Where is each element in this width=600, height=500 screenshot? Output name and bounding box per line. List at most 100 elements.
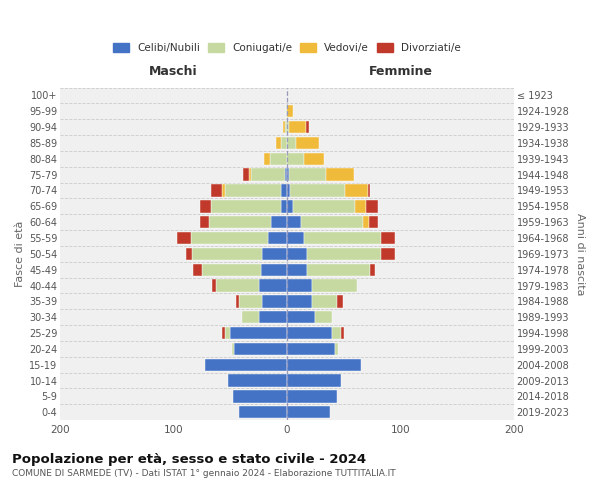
Bar [270,152,287,165]
Bar [262,295,287,308]
Bar [192,248,262,260]
Bar [287,216,301,228]
Bar [186,248,192,260]
Bar [287,232,304,244]
Bar [223,184,225,196]
Bar [259,280,287,291]
Bar [205,358,287,371]
Bar [286,105,287,118]
Bar [223,327,225,339]
Bar [290,184,345,196]
Bar [287,184,290,196]
Bar [209,216,271,228]
Bar [287,200,293,212]
Bar [191,232,268,244]
Bar [293,200,355,212]
Bar [301,216,363,228]
Bar [236,295,239,308]
Bar [287,406,330,418]
Bar [304,152,325,165]
Bar [326,168,354,181]
Bar [202,264,261,276]
Bar [381,248,395,260]
Bar [271,216,287,228]
Bar [341,327,344,339]
Bar [261,264,287,276]
Bar [312,295,337,308]
Bar [281,184,287,196]
Bar [259,311,287,324]
Bar [215,280,259,291]
Bar [287,105,293,118]
Bar [225,327,230,339]
Bar [296,137,319,149]
Text: Popolazione per età, sesso e stato civile - 2024: Popolazione per età, sesso e stato civil… [12,452,366,466]
Bar [225,184,281,196]
Bar [287,152,304,165]
Bar [287,137,296,149]
Bar [363,216,368,228]
Bar [243,168,248,181]
Bar [200,216,209,228]
Bar [337,295,343,308]
Bar [312,280,358,291]
Bar [370,264,376,276]
Bar [193,264,202,276]
Bar [304,232,381,244]
Text: Maschi: Maschi [149,64,198,78]
Bar [316,311,332,324]
Bar [287,390,337,402]
Y-axis label: Anni di nascita: Anni di nascita [575,212,585,295]
Bar [287,295,312,308]
Bar [211,184,223,196]
Bar [234,342,287,355]
Y-axis label: Fasce di età: Fasce di età [15,220,25,287]
Bar [239,295,262,308]
Bar [368,184,370,196]
Bar [345,184,368,196]
Bar [228,374,287,386]
Bar [211,200,281,212]
Bar [283,121,285,134]
Bar [332,327,341,339]
Bar [289,168,326,181]
Bar [262,248,287,260]
Bar [355,200,367,212]
Bar [287,374,341,386]
Text: Femmine: Femmine [368,64,433,78]
Bar [248,168,251,181]
Bar [251,168,285,181]
Bar [368,216,378,228]
Bar [265,152,270,165]
Bar [200,200,211,212]
Bar [381,232,395,244]
Bar [276,137,281,149]
Bar [232,342,234,355]
Text: COMUNE DI SARMEDE (TV) - Dati ISTAT 1° gennaio 2024 - Elaborazione TUTTITALIA.IT: COMUNE DI SARMEDE (TV) - Dati ISTAT 1° g… [12,469,395,478]
Bar [287,327,332,339]
Bar [212,280,215,291]
Bar [230,327,287,339]
Bar [233,390,287,402]
Bar [287,264,307,276]
Bar [307,248,381,260]
Bar [287,248,307,260]
Bar [287,311,316,324]
Bar [335,342,338,355]
Bar [285,168,287,181]
Bar [289,121,307,134]
Bar [239,406,287,418]
Legend: Celibi/Nubili, Coniugati/e, Vedovi/e, Divorziati/e: Celibi/Nubili, Coniugati/e, Vedovi/e, Di… [113,43,461,53]
Bar [287,280,312,291]
Bar [287,358,361,371]
Bar [287,121,289,134]
Bar [287,168,289,181]
Bar [287,342,335,355]
Bar [268,232,287,244]
Bar [242,311,259,324]
Bar [285,121,287,134]
Bar [367,200,378,212]
Bar [307,121,308,134]
Bar [307,264,370,276]
Bar [281,137,287,149]
